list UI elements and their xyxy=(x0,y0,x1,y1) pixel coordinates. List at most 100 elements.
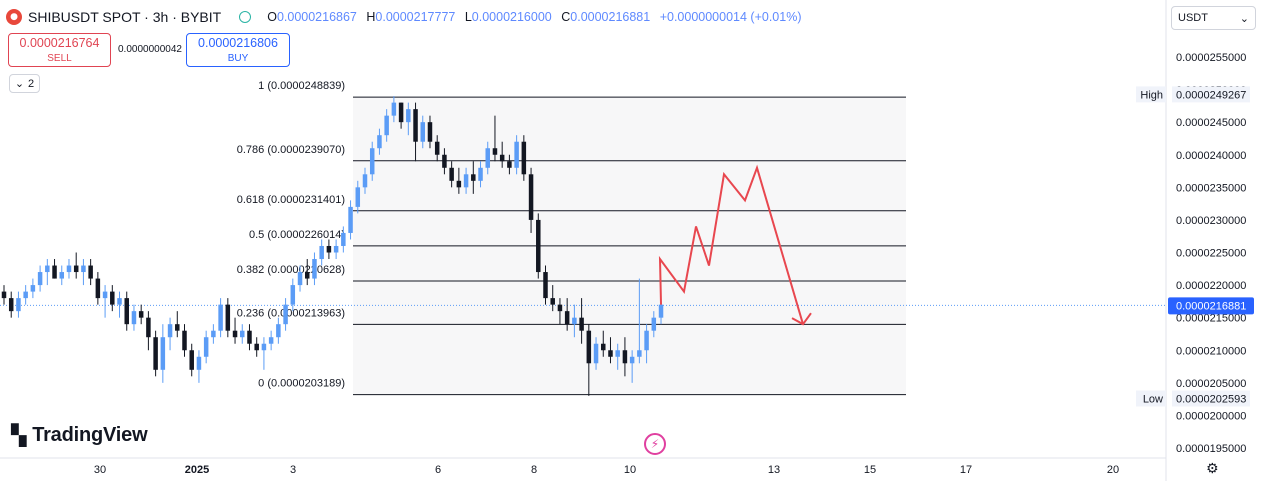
candle-body xyxy=(369,148,375,175)
indicators-toggle-button[interactable]: ⌄ 2 xyxy=(9,74,40,93)
sell-button[interactable]: 0.0000216764 SELL xyxy=(8,33,111,67)
tradingview-logo-text: TradingView xyxy=(32,423,148,446)
candle-body xyxy=(528,174,534,220)
candle-body xyxy=(629,356,635,364)
candle-body xyxy=(66,265,72,273)
high-tag-label: High xyxy=(1140,89,1163,101)
candle-body xyxy=(189,350,194,370)
y-tick-label: 0.0000215000 xyxy=(1176,313,1246,325)
candle-body xyxy=(507,161,512,168)
low-value: 0.0000216000 xyxy=(471,10,552,24)
chevron-down-icon: ⌄ xyxy=(1239,12,1249,25)
spread-value: 0.0000000042 xyxy=(118,44,182,55)
candle-body xyxy=(564,311,570,325)
fib-level-label: 0.382 (0.0000220628) xyxy=(237,264,345,276)
buy-button[interactable]: 0.0000216806 BUY xyxy=(186,33,290,67)
candle-body xyxy=(247,330,252,344)
gear-icon[interactable]: ⚙ xyxy=(1206,461,1219,477)
candle-body xyxy=(290,285,296,305)
last-price-value: 0.0000216881 xyxy=(1176,300,1246,312)
high-label: H xyxy=(366,10,376,24)
candle-body xyxy=(261,343,267,351)
currency-value: USDT xyxy=(1178,12,1208,24)
y-tick-label: 0.0000220000 xyxy=(1176,280,1246,292)
x-tick-label: 8 xyxy=(531,464,537,476)
symbol-header: ● SHIBUSDT SPOT · 3h · BYBIT O0.00002168… xyxy=(6,7,802,27)
projection-arrowhead xyxy=(791,312,812,326)
candle-body xyxy=(232,330,238,338)
currency-select[interactable]: USDT ⌄ xyxy=(1171,6,1256,30)
candle-body xyxy=(131,311,137,325)
projection-line xyxy=(658,164,804,325)
high-tag-label-bg xyxy=(1136,86,1166,103)
x-tick-label: 2025 xyxy=(185,464,209,476)
tradingview-logo[interactable]: ▚ TradingView xyxy=(11,423,148,447)
candle-body xyxy=(637,350,642,357)
candle-body xyxy=(622,350,628,364)
candle-body xyxy=(348,206,353,233)
market-status-icon xyxy=(239,11,252,23)
low-tag-label: Low xyxy=(1143,394,1163,406)
candle-body xyxy=(153,337,158,370)
y-tick-label: 0.0000195000 xyxy=(1176,443,1246,455)
candle-body xyxy=(449,167,454,181)
candle-body xyxy=(391,102,397,116)
lightning-icon[interactable]: ⚡ xyxy=(644,433,666,455)
candle-body xyxy=(73,265,79,273)
candle-body xyxy=(406,109,411,123)
candle-body xyxy=(254,343,259,351)
open-label: O xyxy=(267,10,277,24)
fib-level-label: 1 (0.0000248839) xyxy=(258,80,345,92)
low-tag-label-bg xyxy=(1136,390,1166,407)
candle-body xyxy=(601,343,606,351)
low-tag-value: 0.0000202593 xyxy=(1176,394,1246,406)
candle-body xyxy=(225,304,231,331)
candle-body xyxy=(102,291,108,299)
symbol-title[interactable]: SHIBUSDT SPOT · 3h · BYBIT xyxy=(28,9,222,25)
candle-body xyxy=(218,304,223,331)
ohlc-readout: O0.0000216867 H0.0000217777 L0.000021600… xyxy=(261,10,801,24)
x-tick-label: 6 xyxy=(435,464,441,476)
close-value: 0.0000216881 xyxy=(570,10,651,24)
candle-body xyxy=(557,304,563,312)
candle-body xyxy=(59,272,65,279)
candle-body xyxy=(658,304,664,318)
candle-body xyxy=(593,343,599,364)
candle-body xyxy=(95,278,101,299)
candle-body xyxy=(312,259,317,279)
candle-body xyxy=(427,122,433,142)
high-value: 0.0000217777 xyxy=(375,10,456,24)
open-value: 0.0000216867 xyxy=(276,10,357,24)
buy-price: 0.0000216806 xyxy=(198,36,278,50)
candle-body xyxy=(37,272,43,286)
x-tick-label: 10 xyxy=(624,464,636,476)
candle-body xyxy=(608,350,613,357)
candle-body xyxy=(478,167,483,181)
fib-level-label: 0.618 (0.0000231401) xyxy=(237,194,345,206)
candle-body xyxy=(463,174,469,188)
candle-body xyxy=(8,298,14,312)
candle-body xyxy=(297,272,303,286)
candle-body xyxy=(384,115,389,136)
candle-body xyxy=(442,154,447,168)
candle-body xyxy=(651,317,657,331)
candle-body xyxy=(160,337,166,370)
candle-body xyxy=(377,135,382,149)
candle-body xyxy=(420,122,426,142)
indicator-count: 2 xyxy=(28,77,35,90)
candle-body xyxy=(276,324,281,338)
y-tick-label: 0.0000210000 xyxy=(1176,345,1246,357)
candle-body xyxy=(124,298,129,325)
candle-body xyxy=(579,317,584,331)
candle-body xyxy=(485,148,490,168)
chevron-down-icon: ⌄ xyxy=(14,78,25,90)
fib-level-label: 0.5 (0.0000226014) xyxy=(249,229,345,241)
change-value: +0.0000000014 (+0.01%) xyxy=(659,10,802,24)
candle-body xyxy=(1,291,7,299)
candle-body xyxy=(499,154,505,162)
candle-body xyxy=(471,174,476,181)
candle-body xyxy=(572,317,577,325)
candle-body xyxy=(492,148,498,155)
x-tick-label: 15 xyxy=(864,464,876,476)
